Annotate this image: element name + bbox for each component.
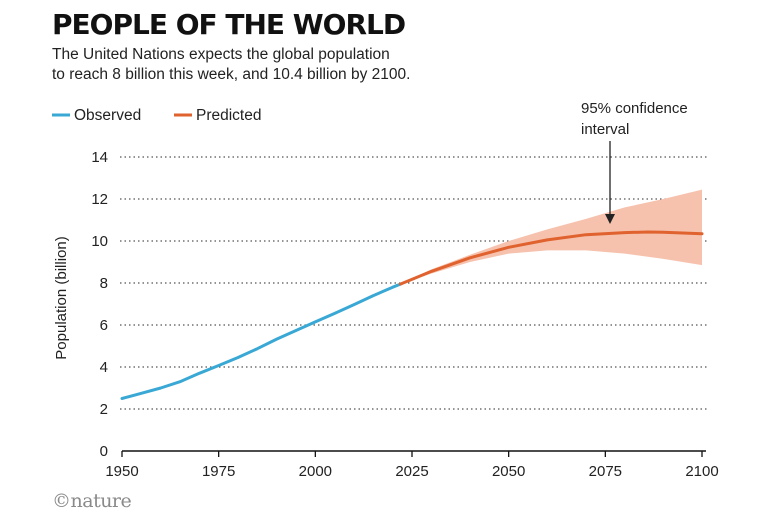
y-tick-label-10: 10 — [91, 233, 108, 250]
axis-ticks: 0 2 4 6 8 10 12 14 1950 1975 2000 2025 2050 2075 2100 — [91, 149, 718, 480]
y-tick-label-8: 8 — [100, 275, 108, 292]
subtitle-line-2: to reach 8 billion this week, and 10.4 b… — [52, 66, 411, 83]
y-tick-label-2: 2 — [100, 401, 108, 418]
legend-observed-label: Observed — [74, 107, 141, 124]
x-tick-label-2075: 2075 — [589, 463, 622, 480]
chart-subtitle: The United Nations expects the global po… — [52, 45, 572, 85]
predicted-series-line — [398, 230, 704, 286]
annotation-line-1: 95% confidence — [581, 100, 688, 117]
x-tick-label-2050: 2050 — [492, 463, 525, 480]
x-tick-label-1975: 1975 — [202, 463, 235, 480]
y-axis-label: Population (billion) — [53, 236, 70, 359]
x-tick-label-2100: 2100 — [685, 463, 718, 480]
y-tick-label-6: 6 — [100, 317, 108, 334]
annotation-line-2: interval — [581, 121, 629, 138]
legend-predicted-label: Predicted — [196, 107, 261, 124]
legend: Observed Predicted — [52, 107, 261, 124]
x-tick-label-1950: 1950 — [105, 463, 138, 480]
y-tick-label-14: 14 — [91, 149, 108, 166]
confidence-band — [400, 189, 702, 285]
annotation-arrowhead — [605, 214, 615, 224]
gridlines — [120, 156, 708, 410]
observed-series-line — [120, 282, 402, 400]
x-tick-label-2000: 2000 — [299, 463, 332, 480]
subtitle-line-1: The United Nations expects the global po… — [52, 46, 390, 63]
x-tick-label-2025: 2025 — [395, 463, 428, 480]
y-tick-label-4: 4 — [100, 359, 108, 376]
chart-title: PEOPLE OF THE WORLD — [52, 8, 406, 41]
y-tick-label-12: 12 — [91, 191, 108, 208]
confidence-annotation: 95% confidence interval — [581, 100, 688, 224]
nature-credit: ©nature — [52, 490, 132, 512]
y-tick-label-0: 0 — [100, 443, 108, 460]
